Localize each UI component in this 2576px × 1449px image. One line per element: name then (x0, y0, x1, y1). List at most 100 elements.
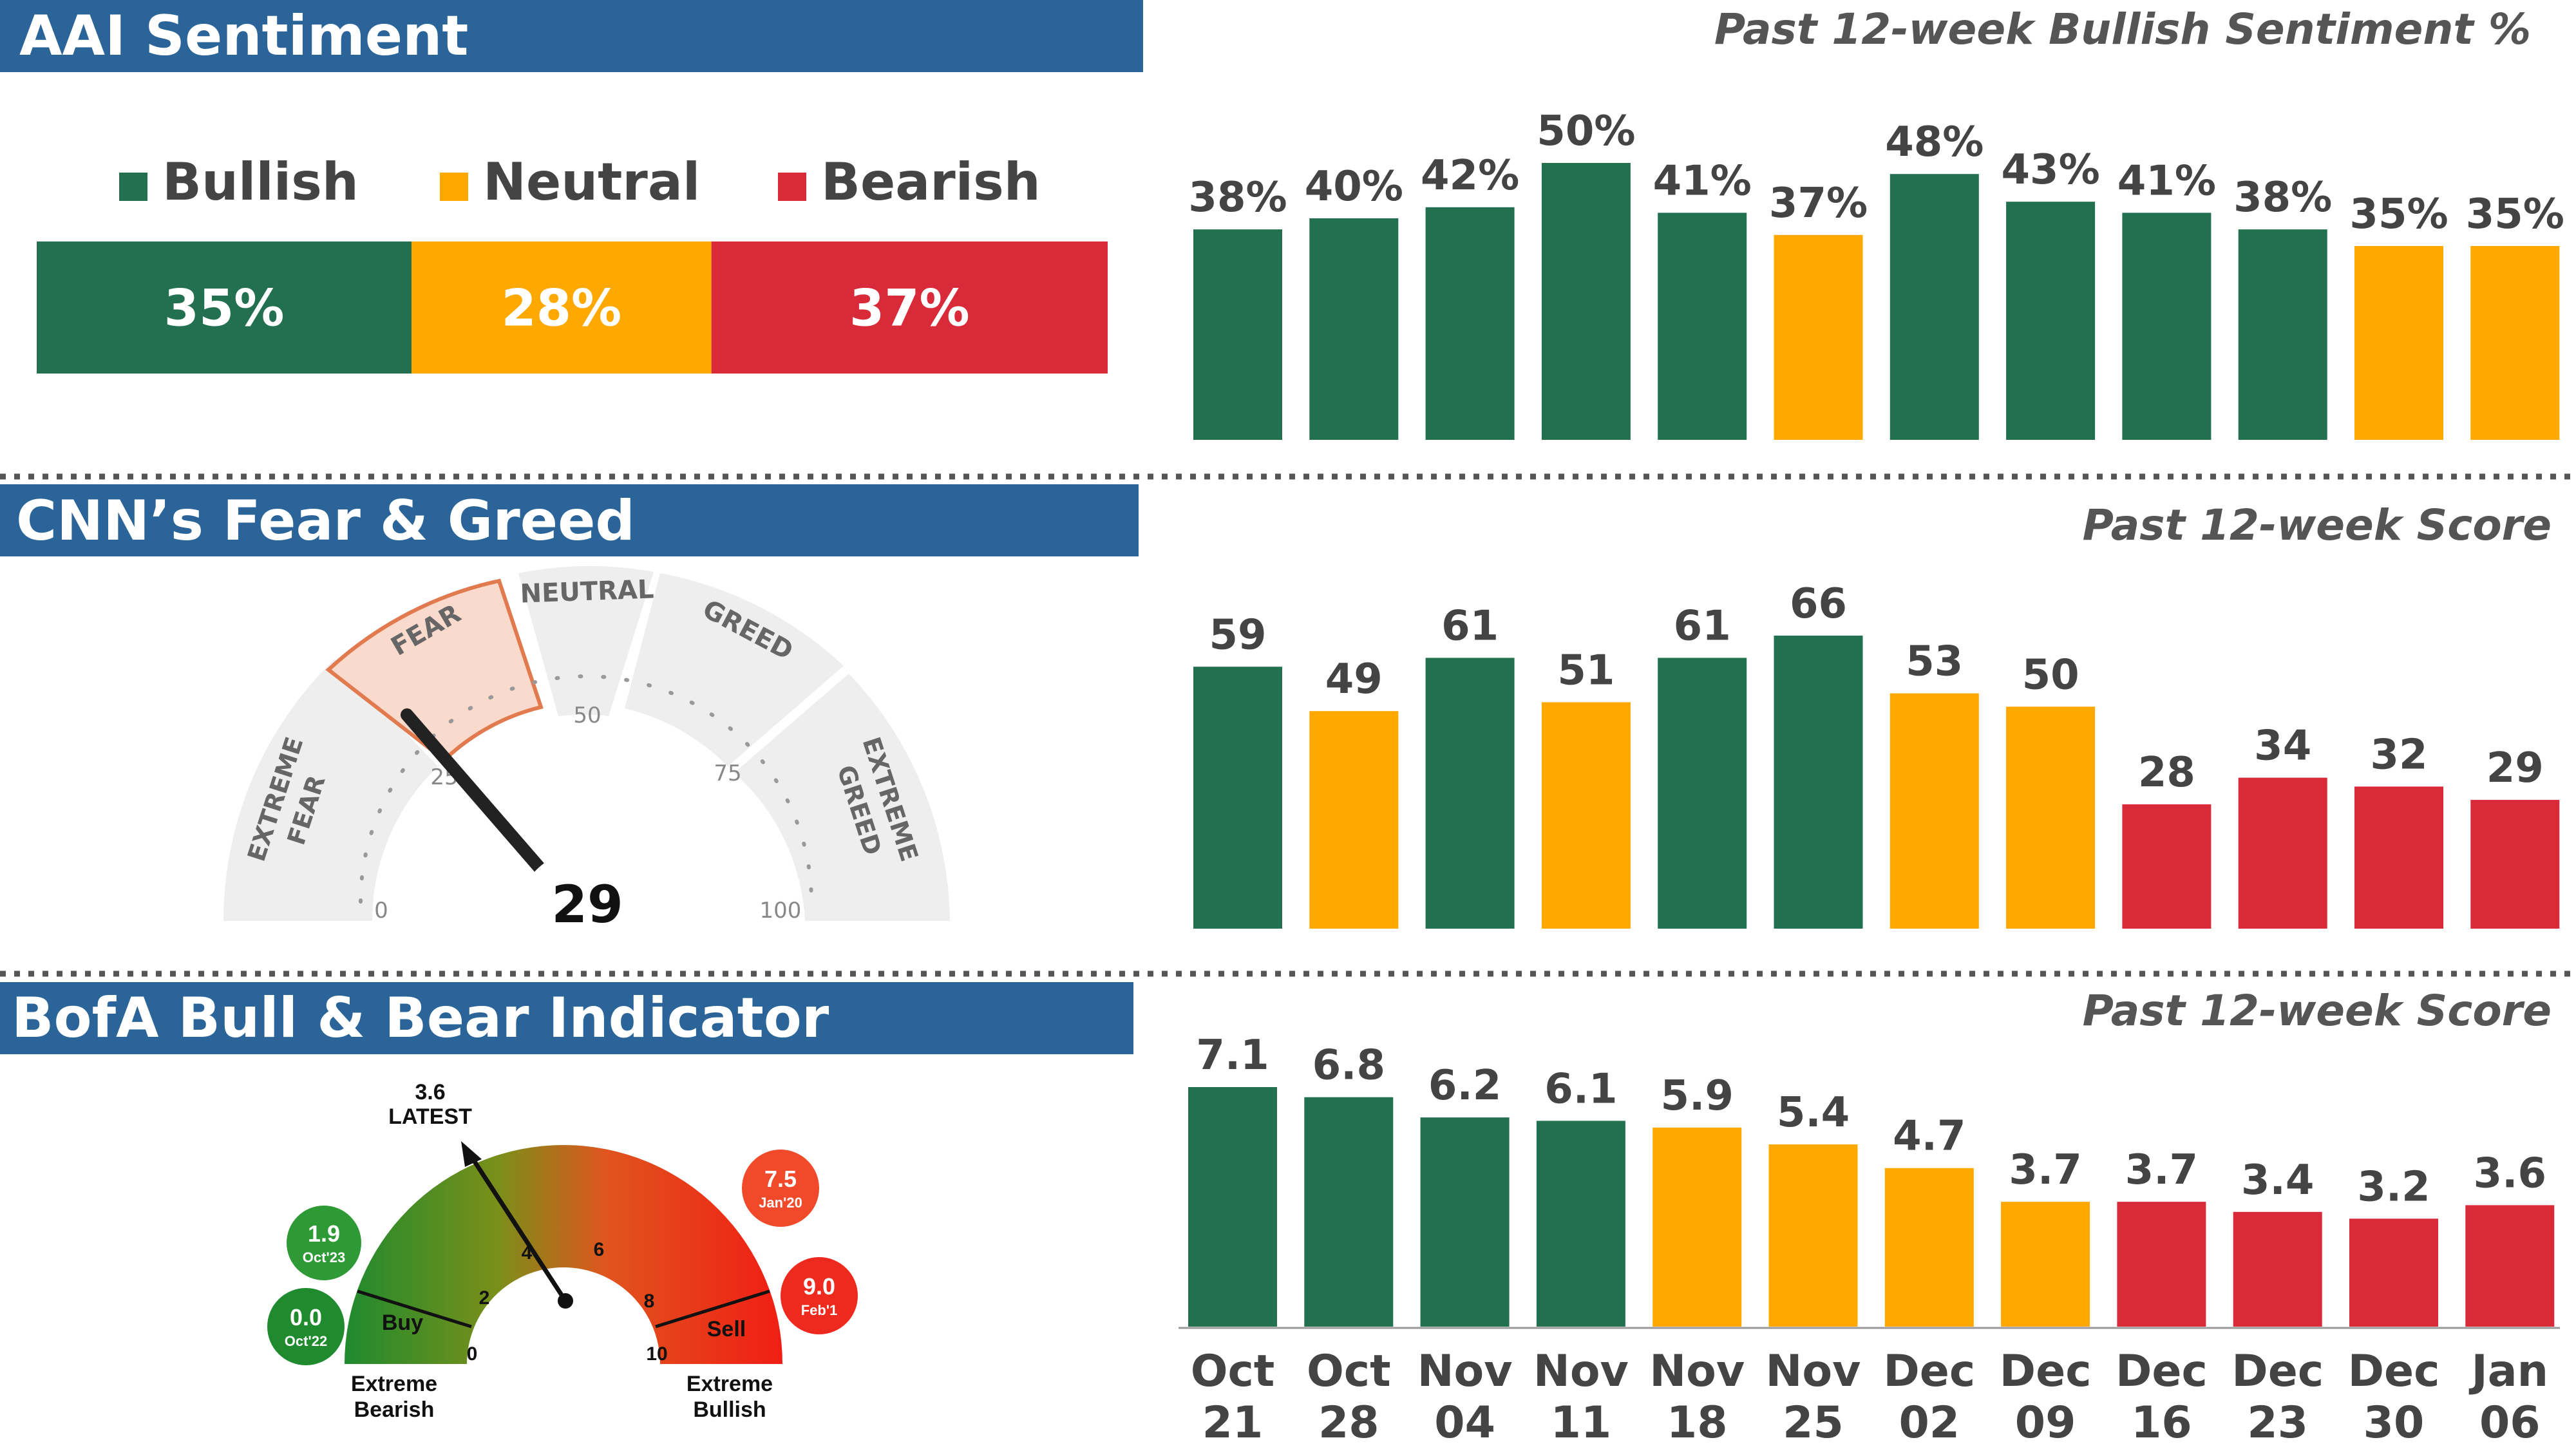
legend-swatch-bearish (778, 173, 806, 201)
bofa-needle-tip (461, 1141, 482, 1167)
bar-value-label: 37% (1769, 180, 1868, 227)
bar (1193, 229, 1282, 440)
bofa-chart-title: Past 12-week Score (2083, 986, 2552, 1036)
cnn-chart-title: Past 12-week Score (2083, 500, 2552, 550)
x-tick-day: 11 (1551, 1397, 1612, 1448)
bar (1653, 1127, 1742, 1327)
bar (2001, 1202, 2090, 1327)
bofa-bubble-9-0: 9.0 Feb'1 (781, 1257, 858, 1334)
bar-value-label: 43% (2002, 146, 2100, 194)
bar (2465, 1205, 2555, 1327)
bofa-bubble-1-9: 1.9 Oct'23 (287, 1206, 361, 1280)
bar-value-label: 50% (1537, 108, 1635, 155)
bofa-latest-label: LATEST (388, 1104, 472, 1129)
x-tick-day: 23 (2247, 1397, 2308, 1448)
gauge-segment-fear (325, 578, 544, 762)
x-tick-day: 28 (1318, 1397, 1379, 1448)
bar (2470, 246, 2560, 440)
x-tick-day: 18 (1667, 1397, 1728, 1448)
bar-value-label: 49 (1325, 656, 1383, 703)
bar-value-label: 59 (1209, 611, 1266, 659)
bar (2238, 229, 2327, 440)
aai-title: AAI Sentiment (19, 4, 468, 68)
bofa-bubble-date: Oct'23 (303, 1249, 345, 1265)
x-tick-month: Oct (1307, 1346, 1391, 1397)
bar (1309, 711, 1399, 929)
x-axis-labels: Oct21Oct28Nov04Nov11Nov18Nov25Dec02Dec09… (1191, 1346, 2548, 1448)
bar (1884, 1168, 1974, 1327)
bar-value-label: 41% (2117, 157, 2216, 205)
bar-value-label: 51 (1557, 647, 1615, 694)
bar (1889, 693, 1979, 929)
gauge-tick-50: 50 (573, 703, 601, 728)
bofa-bubble-circle (267, 1288, 345, 1365)
bofa-bubble-circle (287, 1206, 361, 1280)
bar-value-label: 66 (1790, 580, 1847, 628)
bar (1774, 636, 1863, 929)
x-tick-day: 06 (2479, 1397, 2541, 1448)
stack-segment-neutral (412, 242, 712, 374)
bar-value-label: 35% (2466, 191, 2564, 238)
bofa-bubble-circle (781, 1257, 858, 1334)
bar (2122, 804, 2211, 929)
x-tick-month: Dec (1883, 1346, 1975, 1397)
bar-value-label: 3.2 (2357, 1163, 2430, 1211)
bofa-score-bar-chart: 7.1 6.8 6.2 6.1 5.9 5.4 4.7 3.7 3.7 3.4 3.2 3.6 (1188, 1032, 2555, 1327)
x-tick-month: Dec (2000, 1346, 2092, 1397)
bar-value-label: 38% (1188, 174, 1287, 222)
bofa-bubble-date: Feb'1 (801, 1302, 838, 1318)
bar (1425, 658, 1515, 929)
bofa-bubble-value: 9.0 (803, 1273, 835, 1300)
bofa-needle-pivot (558, 1293, 573, 1309)
legend-label-neutral: Neutral (483, 152, 700, 212)
bar (1658, 658, 1747, 929)
cnn-title-banner (0, 484, 1139, 556)
bofa-buy-divider (357, 1289, 472, 1329)
stack-segment-bullish (37, 242, 412, 374)
aai-title-banner (0, 0, 1143, 72)
bofa-bubble-value: 7.5 (764, 1166, 797, 1192)
aai-chart-title: Past 12-week Bullish Sentiment % (1714, 5, 2531, 54)
bofa-bubble-circle (742, 1150, 819, 1227)
bar (1304, 1097, 1394, 1327)
bar (1309, 218, 1399, 440)
bar-value-label: 29 (2486, 744, 2544, 792)
bofa-bubble-0-0: 0.0 Oct'22 (267, 1288, 345, 1365)
bar-value-label: 6.8 (1312, 1042, 1385, 1090)
bar (1541, 163, 1631, 440)
bar-value-label: 3.7 (2125, 1146, 2198, 1194)
aai-section: AAI Sentiment Bullish Neutral Bearish 35… (0, 0, 2564, 440)
bar-value-label: 34 (2254, 723, 2311, 770)
cnn-score-bar-chart: 59 49 61 51 61 66 53 50 28 34 32 29 (1193, 580, 2560, 929)
legend-swatch-neutral (440, 173, 468, 201)
x-tick-day: 16 (2131, 1397, 2192, 1448)
bar-value-label: 50 (2022, 651, 2079, 699)
bar (1541, 702, 1631, 929)
x-tick-day: 04 (1434, 1397, 1495, 1448)
legend-swatch-bullish (119, 173, 147, 201)
bar (1889, 174, 1979, 440)
legend-label-bullish: Bullish (162, 152, 359, 212)
bar (1193, 667, 1282, 929)
cnn-title: CNN’s Fear & Greed (16, 489, 635, 553)
bar (2354, 786, 2443, 929)
bofa-section: BofA Bull & Bear Indicator Buy Sell 0 2 … (0, 982, 2560, 1448)
bofa-bubble-value: 0.0 (290, 1304, 322, 1331)
bar-value-label: 6.1 (1544, 1065, 1617, 1113)
bar-value-label: 5.9 (1661, 1072, 1734, 1120)
stack-label-bullish: 35% (164, 280, 285, 338)
bofa-title-banner (0, 982, 1133, 1054)
x-tick-month: Nov (1533, 1346, 1629, 1397)
gauge-segment-extreme-greed (734, 674, 950, 921)
bar (1420, 1117, 1510, 1327)
bofa-bubble-date: Jan'20 (759, 1195, 802, 1211)
x-tick-day: 02 (1899, 1397, 1960, 1448)
bar-value-label: 7.1 (1196, 1032, 1269, 1079)
bar (1188, 1087, 1277, 1327)
gauge-value-circle (515, 849, 659, 940)
x-tick-day: 21 (1202, 1397, 1264, 1448)
bofa-needle (467, 1151, 567, 1302)
x-tick-day: 09 (2015, 1397, 2076, 1448)
bar (2006, 202, 2096, 440)
